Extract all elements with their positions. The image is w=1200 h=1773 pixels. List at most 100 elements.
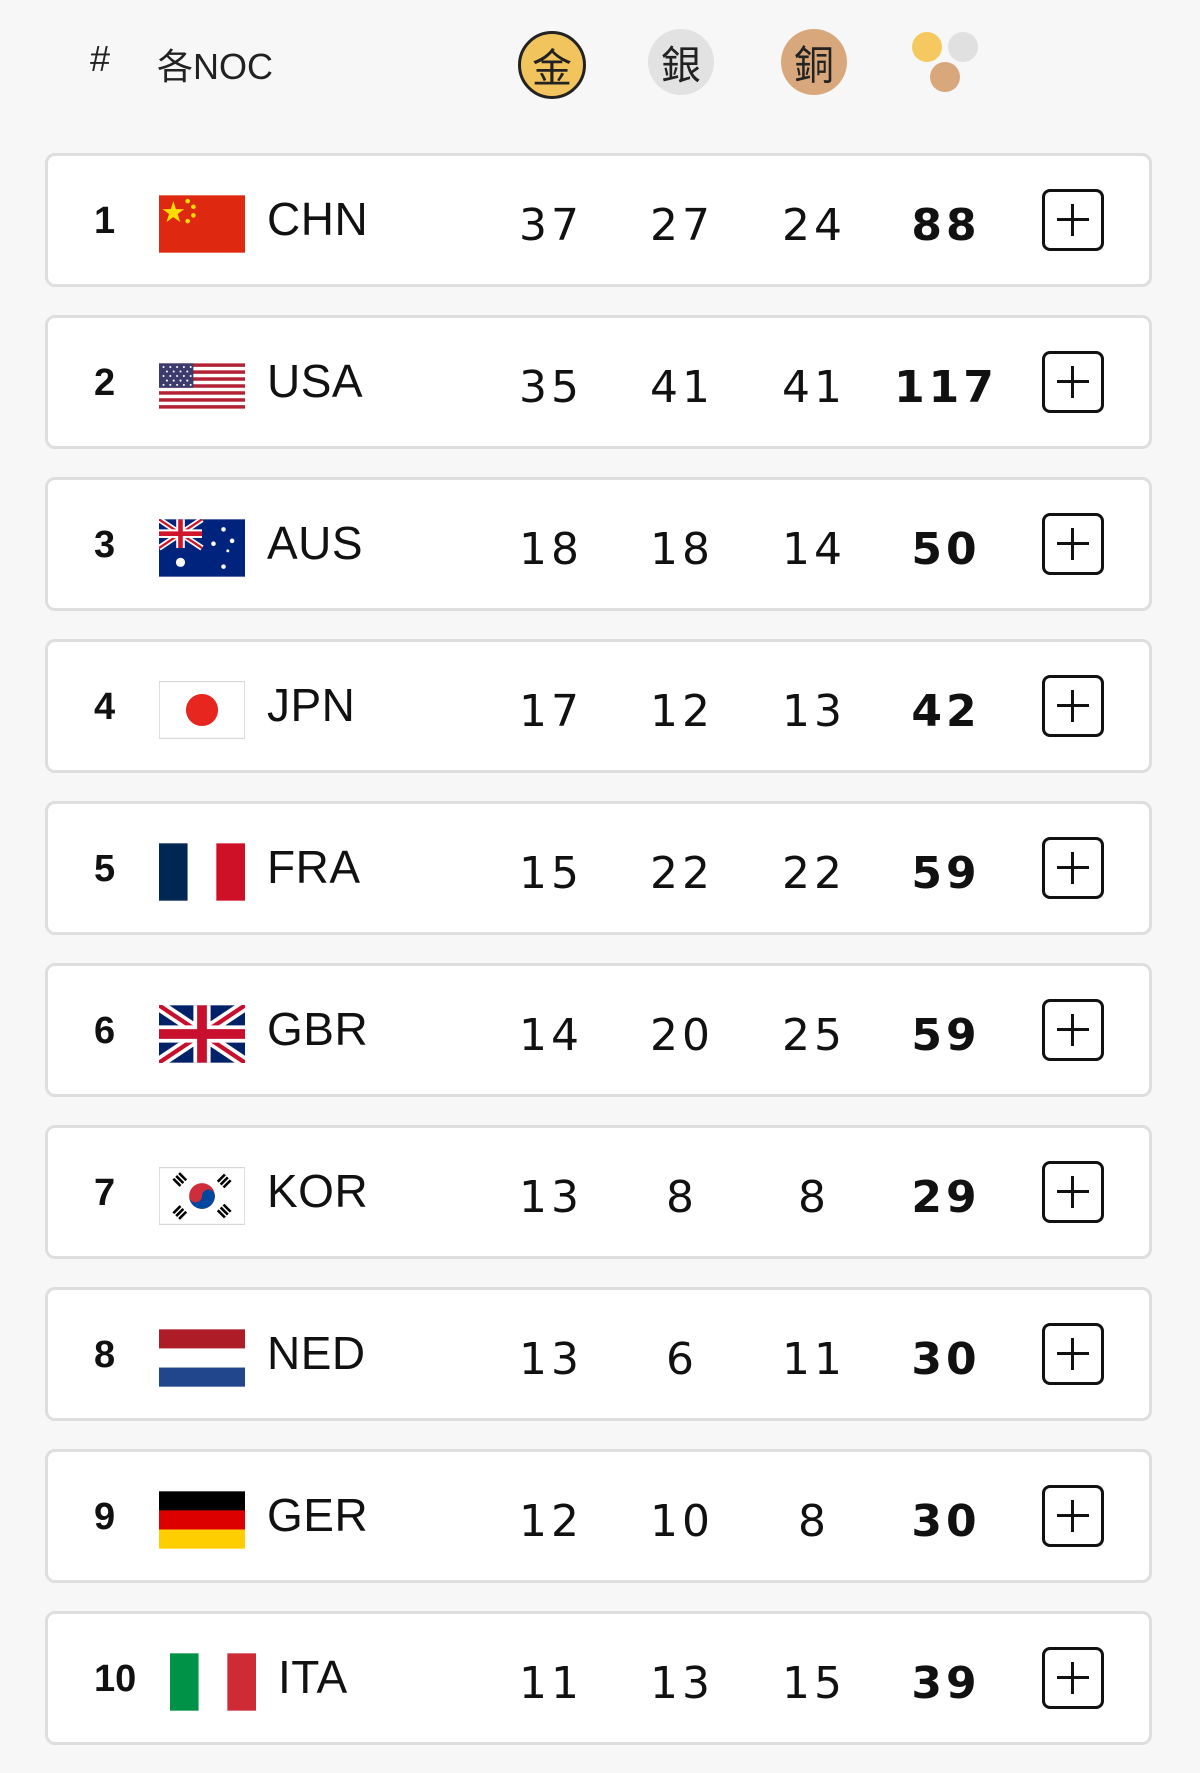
noc-code: GBR xyxy=(267,1003,369,1055)
gold-count: 12 xyxy=(519,1496,583,1547)
silver-medal-icon[interactable]: 銀 xyxy=(648,29,714,95)
china-flag-icon xyxy=(159,195,245,253)
italy-flag-icon xyxy=(170,1653,256,1711)
silver-count: 18 xyxy=(650,524,714,575)
silver-count: 41 xyxy=(650,362,714,413)
gold-count: 13 xyxy=(519,1172,583,1223)
silver-count: 27 xyxy=(650,200,714,251)
expand-row-button[interactable] xyxy=(1042,1323,1104,1385)
table-row[interactable]: 9 GER 12 10 8 30 xyxy=(45,1449,1152,1583)
bronze-count: 24 xyxy=(782,200,846,251)
medal-total-icon[interactable] xyxy=(910,30,980,94)
silver-count: 13 xyxy=(650,1658,714,1709)
silver-count: 12 xyxy=(650,686,714,737)
bronze-count: 11 xyxy=(782,1334,846,1385)
table-row[interactable]: 4 JPN 17 12 13 42 xyxy=(45,639,1152,773)
gold-count: 13 xyxy=(519,1334,583,1385)
total-bronze-dot-icon xyxy=(930,62,960,92)
bronze-count: 8 xyxy=(798,1496,830,1547)
total-count: 59 xyxy=(911,848,981,899)
noc-code: ITA xyxy=(278,1651,348,1703)
noc-column-header: 各NOC xyxy=(157,46,273,87)
bronze-count: 41 xyxy=(782,362,846,413)
silver-count: 10 xyxy=(650,1496,714,1547)
noc-code: GER xyxy=(267,1489,369,1541)
total-count: 30 xyxy=(911,1496,981,1547)
bronze-count: 8 xyxy=(798,1172,830,1223)
expand-row-button[interactable] xyxy=(1042,999,1104,1061)
table-header: # 各NOC 金 銀 銅 xyxy=(0,0,1200,120)
table-row[interactable]: 1 CHN 37 27 24 88 xyxy=(45,153,1152,287)
gold-medal-icon[interactable]: 金 xyxy=(518,31,586,99)
table-row[interactable]: 3 AUS 18 18 14 50 xyxy=(45,477,1152,611)
silver-count: 22 xyxy=(650,848,714,899)
rank-column-header: # xyxy=(90,38,111,79)
silver-count: 6 xyxy=(666,1334,698,1385)
gold-count: 17 xyxy=(519,686,583,737)
total-count: 117 xyxy=(894,362,998,413)
australia-flag-icon xyxy=(159,519,245,577)
noc-code: JPN xyxy=(267,679,356,731)
france-flag-icon xyxy=(159,843,245,901)
noc-code: AUS xyxy=(267,517,364,569)
expand-row-button[interactable] xyxy=(1042,675,1104,737)
silver-count: 8 xyxy=(666,1172,698,1223)
bronze-medal-icon[interactable]: 銅 xyxy=(781,29,847,95)
table-row[interactable]: 8 NED 13 6 11 30 xyxy=(45,1287,1152,1421)
noc-code: FRA xyxy=(267,841,361,893)
rank-value: 8 xyxy=(94,1334,116,1376)
gold-count: 14 xyxy=(519,1010,583,1061)
expand-row-button[interactable] xyxy=(1042,1161,1104,1223)
japan-flag-icon xyxy=(159,681,245,739)
table-row[interactable]: 2 USA 35 41 41 117 xyxy=(45,315,1152,449)
table-row[interactable]: 10 ITA 11 13 15 39 xyxy=(45,1611,1152,1745)
rank-value: 5 xyxy=(94,848,116,890)
noc-code: CHN xyxy=(267,193,369,245)
table-row[interactable]: 7 KOR 13 8 8 29 xyxy=(45,1125,1152,1259)
table-row[interactable]: 6 GBR 14 20 25 59 xyxy=(45,963,1152,1097)
table-row[interactable]: 5 FRA 15 22 22 59 xyxy=(45,801,1152,935)
expand-row-button[interactable] xyxy=(1042,837,1104,899)
total-count: 88 xyxy=(911,200,981,251)
gold-count: 15 xyxy=(519,848,583,899)
rank-value: 10 xyxy=(94,1658,137,1700)
expand-row-button[interactable] xyxy=(1042,513,1104,575)
expand-row-button[interactable] xyxy=(1042,351,1104,413)
uk-flag-icon xyxy=(159,1005,245,1063)
rank-value: 7 xyxy=(94,1172,116,1214)
germany-flag-icon xyxy=(159,1491,245,1549)
bronze-count: 14 xyxy=(782,524,846,575)
total-count: 30 xyxy=(911,1334,981,1385)
noc-code: USA xyxy=(267,355,364,407)
noc-code: NED xyxy=(267,1327,366,1379)
bronze-count: 25 xyxy=(782,1010,846,1061)
rank-value: 6 xyxy=(94,1010,116,1052)
bronze-count: 15 xyxy=(782,1658,846,1709)
gold-count: 18 xyxy=(519,524,583,575)
total-gold-dot-icon xyxy=(912,32,942,62)
noc-code: KOR xyxy=(267,1165,369,1217)
gold-count: 11 xyxy=(519,1658,583,1709)
gold-count: 37 xyxy=(519,200,583,251)
expand-row-button[interactable] xyxy=(1042,189,1104,251)
netherlands-flag-icon xyxy=(159,1329,245,1387)
rank-value: 4 xyxy=(94,686,116,728)
total-count: 39 xyxy=(911,1658,981,1709)
rank-value: 1 xyxy=(94,200,116,242)
gold-count: 35 xyxy=(519,362,583,413)
bronze-count: 22 xyxy=(782,848,846,899)
total-count: 50 xyxy=(911,524,981,575)
usa-flag-icon xyxy=(159,357,245,415)
total-silver-dot-icon xyxy=(948,32,978,62)
silver-count: 20 xyxy=(650,1010,714,1061)
korea-flag-icon xyxy=(159,1167,245,1225)
total-count: 59 xyxy=(911,1010,981,1061)
bronze-count: 13 xyxy=(782,686,846,737)
expand-row-button[interactable] xyxy=(1042,1485,1104,1547)
total-count: 42 xyxy=(911,686,981,737)
rank-value: 2 xyxy=(94,362,116,404)
rank-value: 9 xyxy=(94,1496,116,1538)
rank-value: 3 xyxy=(94,524,116,566)
total-count: 29 xyxy=(911,1172,981,1223)
expand-row-button[interactable] xyxy=(1042,1647,1104,1709)
